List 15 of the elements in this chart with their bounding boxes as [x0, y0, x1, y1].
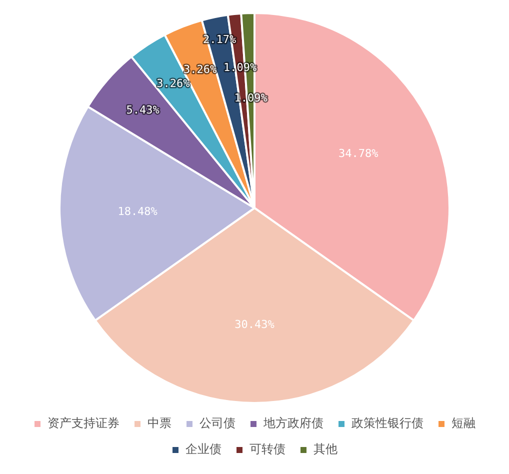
legend-label: 政策性银行债 [352, 416, 424, 430]
data-label: 30.43% [234, 318, 275, 331]
legend-label: 可转债 [250, 442, 286, 456]
legend-label: 其他 [314, 442, 338, 456]
legend-label: 资产支持证券 [48, 416, 120, 430]
legend-label: 短融 [452, 416, 476, 430]
data-label: 34.78% [338, 147, 379, 160]
legend-label: 中票 [148, 416, 172, 430]
legend-label: 企业债 [186, 442, 222, 456]
data-label: 3.26% [156, 76, 190, 90]
legend-label: 公司债 [200, 416, 236, 430]
legend-label: 地方政府债 [262, 416, 324, 430]
data-label: 18.48% [118, 204, 158, 218]
data-label: 1.09% [234, 92, 268, 105]
data-label: 5.43% [126, 103, 160, 116]
